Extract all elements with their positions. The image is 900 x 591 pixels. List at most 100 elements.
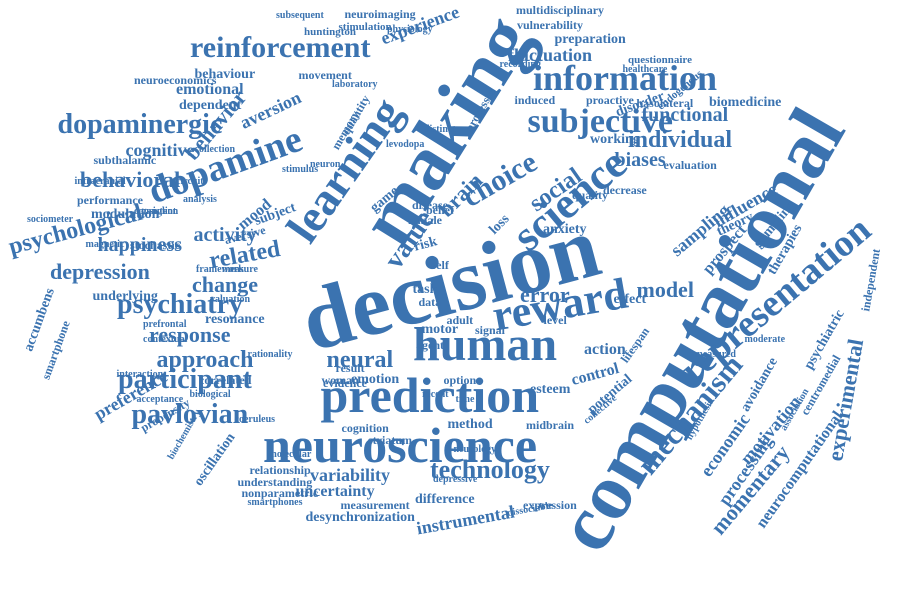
word-neuron: neuron [310,159,341,170]
word-dopaminergic: dopaminergic [57,109,223,140]
word-evidence: evidence [323,376,367,390]
word-depression: depression [50,259,150,284]
word-approach: approach [156,347,254,373]
word-adult: adult [446,313,474,327]
word-method: method [447,417,493,432]
word-depressive: depressive [433,474,478,485]
word-neuroeconomics: neuroeconomics [134,73,217,87]
word-task: task [412,282,438,297]
word-relationship: relationship [249,463,311,477]
word-physiology: physiology [387,24,433,35]
word-stochastic: stochastic [130,238,180,252]
word-questionnaire: questionnaire [628,53,692,66]
word-neuroscience: neuroscience [263,417,538,473]
word-performance: performance [77,193,143,207]
word-individual: individual [628,127,733,153]
word-contextual: contextual [143,334,188,345]
word-esteem: esteem [530,382,571,397]
word-anxiety: anxiety [543,222,587,237]
word-huntington: huntington [304,25,356,38]
word-biological: biological [189,389,231,400]
word-result: result [335,361,365,375]
word-motor: motor [421,322,459,337]
word-independent: independent [857,247,883,313]
word-action: action [584,341,626,358]
word-desynchronization: desynchronization [305,510,415,525]
word-midbrain: midbrain [526,418,575,432]
word-preparation: preparation [554,32,626,47]
word-uncertainty: uncertainty [295,483,375,500]
word-emotion: emotion [351,372,400,387]
word-basolateral: basolateral [636,96,694,110]
word-smartphones: smartphones [247,497,303,508]
word-change: change [192,272,258,297]
word-avoidance: avoidance [738,355,781,415]
word-collection: collection [194,144,236,155]
word-consistent: consistent [134,206,177,217]
word-measured: measured [694,349,736,360]
word-model: model [636,277,694,302]
word-disease: disease [412,198,448,212]
word-data: data [418,295,442,309]
word-option: option [443,373,477,387]
word-magnetic: magnetic [85,239,125,250]
word-moderate: moderate [744,334,786,345]
word-distinct: distinct [424,124,456,135]
word-belief: belief [426,203,454,217]
word-participant: participant [118,364,252,395]
word-cognition: cognition [341,421,389,435]
word-acceptance: acceptance [136,394,184,405]
word-understanding: understanding [237,475,313,489]
word-quality: quality [572,188,609,202]
word-coeruleus: coeruleus [234,414,276,425]
word-measure: measure [222,264,258,275]
word-biomedicine: biomedicine [709,95,782,110]
word-subjective: subjective [527,103,673,140]
word-striatum: striatum [368,433,412,447]
word-working: working [590,132,640,147]
word-stimulus: stimulus [282,164,319,175]
word-valuation: valuation [210,294,251,305]
word-variability: variability [310,465,390,485]
word-woman: woman [321,373,359,387]
word-intracranial: intracranial [74,176,126,187]
word-stimulation: stimulation [338,20,392,33]
word-difference: difference [415,492,475,507]
word-psychiatry: psychiatry [117,289,243,320]
word-healthcare: healthcare [622,64,668,75]
word-underlying: underlying [92,289,158,304]
word-resonance: resonance [205,312,265,327]
word-circuit: circuit [176,176,204,187]
word-emotional: emotional [176,81,244,98]
word-modulation: modulation [91,207,160,222]
word-framework: framework [196,264,244,275]
word-signal: signal [475,323,506,337]
word-behaviour: behaviour [194,67,256,82]
word-expression: expression [523,498,577,512]
word-induced: induced [514,93,556,107]
word-nonparametric: nonparametric [241,486,319,500]
word-vulnerability: vulnerability [517,18,584,32]
word-molecular: molecular [268,449,312,460]
word-pavlovian: pavlovian [131,399,249,430]
word-oscillation: oscillation [190,430,238,489]
word-recording: recording [499,59,541,70]
word-decrease: decrease [603,183,647,197]
word-technology: technology [430,455,550,484]
word-self: self [431,258,449,272]
word-rationality: rationality [247,349,293,360]
word-instrumental: instrumental [414,501,516,539]
word-subsequent: subsequent [276,10,324,21]
word-multidisciplinary: multidisciplinary [516,3,605,17]
word-activity: activity [193,224,257,246]
word-evaluation: evaluation [663,158,717,172]
word-reinforcement: reinforcement [190,31,371,64]
word-correlated: correlated [199,373,252,387]
word-neurology: neurology [453,444,497,455]
word-female: female [408,213,442,227]
word-ganglion: ganglion [141,206,179,217]
word-proactive: proactive [586,93,634,107]
word-agent: agent [416,338,444,352]
word-fluctuation: fluctuation [508,45,593,65]
